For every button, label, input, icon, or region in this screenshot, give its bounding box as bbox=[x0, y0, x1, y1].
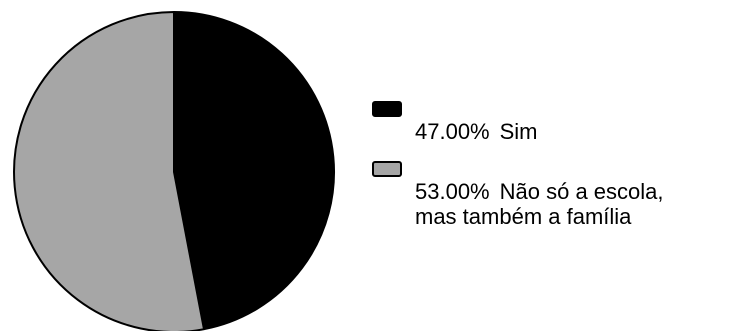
legend-swatch-sim bbox=[372, 101, 402, 117]
legend-label-nao-so-a-escola-line1: Não só a escola, bbox=[499, 179, 664, 204]
pie-slice-sim bbox=[173, 11, 336, 331]
legend-swatch-nao-so-a-escola bbox=[372, 161, 402, 177]
legend-label-sim: Sim bbox=[499, 119, 538, 144]
legend-label-nao-so-a-escola-line2: mas também a família bbox=[415, 204, 632, 229]
legend-item-sim: 47.00% Sim bbox=[372, 94, 722, 144]
legend-pct-sim: 47.00% bbox=[415, 119, 490, 144]
legend: 47.00% Sim 53.00% Não só a escola, mas tam… bbox=[372, 94, 722, 264]
legend-text-nao-so-a-escola: 53.00% Não só a escola, mas também a famí… bbox=[415, 154, 664, 254]
pie-slice-nao-so-a-escola-mas-tambem-a-familia bbox=[13, 11, 205, 331]
legend-pct-nao-so-a-escola: 53.00% bbox=[415, 179, 490, 204]
legend-item-nao-so-a-escola: 53.00% Não só a escola, mas também a famí… bbox=[372, 154, 722, 254]
legend-text-sim: 47.00% Sim bbox=[415, 94, 538, 144]
